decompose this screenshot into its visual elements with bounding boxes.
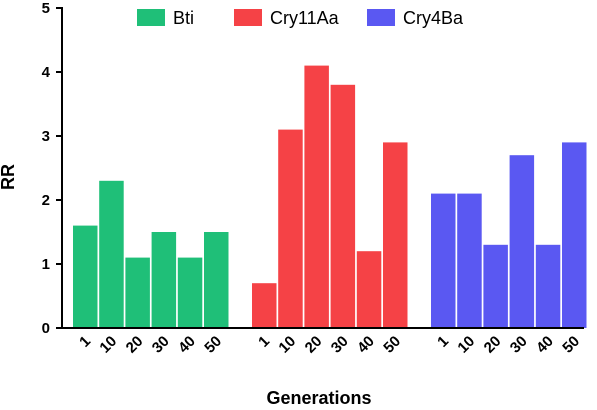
legend-label-cry11aa: Cry11Aa (270, 8, 340, 28)
bar-cry11aa-10 (278, 129, 303, 328)
x-tick-label: 20 (123, 333, 147, 357)
bars (73, 65, 587, 328)
legend-label-bti: Bti (173, 8, 194, 28)
x-tick-label: 1 (255, 333, 273, 351)
bar-bti-40 (177, 257, 203, 328)
x-tick-label: 30 (507, 333, 531, 357)
x-tick-label: 10 (275, 333, 299, 357)
x-tick-label: 30 (328, 333, 352, 357)
bar-bti-1 (73, 225, 98, 328)
bar-bti-30 (151, 232, 177, 328)
bar-cry4ba-10 (457, 193, 482, 328)
bar-cry4ba-20 (483, 244, 508, 328)
y-axis-title: RR (0, 164, 18, 190)
legend-swatch-bti (137, 9, 165, 26)
x-tick-label: 50 (201, 333, 225, 357)
bar-bti-50 (204, 232, 229, 328)
bar-cry4ba-40 (535, 244, 561, 328)
y-tick-label: 2 (42, 192, 50, 209)
x-tick-label: 30 (149, 333, 173, 357)
bar-cry4ba-50 (562, 142, 587, 328)
x-tick-label: 1 (434, 333, 452, 351)
y-tick-label: 3 (42, 128, 50, 145)
x-tick-label: 1 (76, 333, 94, 351)
y-ticks: 0 1 2 3 4 5 (42, 0, 62, 337)
bar-bti-20 (125, 257, 150, 328)
legend-swatch-cry11aa (234, 9, 262, 26)
y-tick-label: 0 (42, 320, 50, 337)
legend-swatch-cry4ba (367, 9, 395, 26)
x-tick-label: 20 (481, 333, 505, 357)
x-tick-label: 20 (302, 333, 326, 357)
x-tick-label: 10 (96, 333, 120, 357)
y-tick-label: 4 (42, 64, 51, 81)
bar-cry11aa-40 (356, 251, 382, 328)
x-ticks: 1 10 20 30 40 50 1 10 20 30 40 50 1 10 20 30 40 50 (76, 333, 583, 357)
y-tick-label: 1 (42, 256, 50, 273)
x-tick-label: 40 (533, 333, 557, 357)
bar-cry4ba-30 (509, 155, 535, 328)
x-tick-label: 50 (380, 333, 404, 357)
bar-cry11aa-30 (330, 84, 356, 328)
legend: Bti Cry11Aa Cry4Ba (137, 8, 464, 28)
bar-cry11aa-50 (383, 142, 408, 328)
bar-cry11aa-20 (304, 65, 329, 328)
x-tick-label: 40 (175, 333, 199, 357)
y-tick-label: 5 (42, 0, 50, 17)
x-tick-label: 10 (454, 333, 478, 357)
x-tick-label: 50 (559, 333, 583, 357)
bar-bti-10 (99, 180, 124, 328)
x-axis-title: Generations (266, 388, 371, 408)
bar-cry11aa-1 (252, 283, 277, 328)
legend-label-cry4ba: Cry4Ba (403, 8, 464, 28)
bar-cry4ba-1 (431, 193, 456, 328)
axes (61, 7, 584, 329)
x-tick-label: 40 (354, 333, 378, 357)
